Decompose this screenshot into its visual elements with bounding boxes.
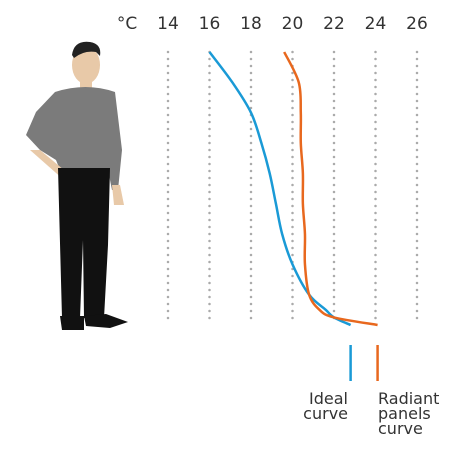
legend-label: Radiant panels curve <box>378 389 440 438</box>
legend-label: Ideal curve <box>303 389 348 423</box>
x-tick-label: 26 <box>406 14 428 34</box>
x-unit-label: °C <box>117 14 137 34</box>
curve <box>283 51 378 327</box>
x-tick-label: 20 <box>282 14 304 34</box>
x-tick-label: 24 <box>365 14 387 34</box>
x-tick-label: 14 <box>157 14 179 34</box>
x-tick-label: 22 <box>323 14 345 34</box>
x-tick-label: 16 <box>199 14 221 34</box>
x-tick-label: 18 <box>240 14 262 34</box>
curve <box>208 51 352 327</box>
person-figure <box>26 41 128 330</box>
